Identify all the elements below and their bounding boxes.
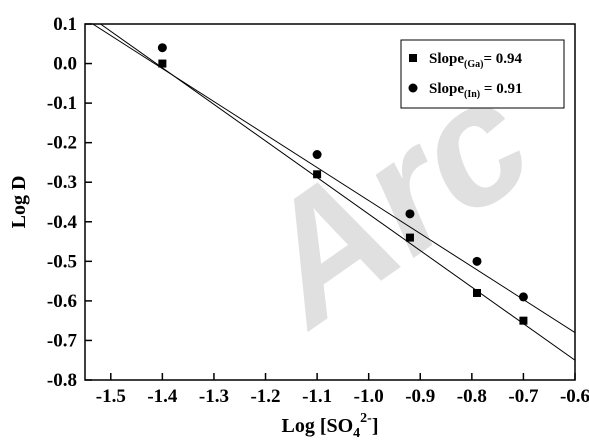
x-tick-label: -1.1	[302, 386, 332, 407]
legend-label-sub: (In)	[464, 89, 480, 100]
x-tick-label: -1.5	[96, 386, 126, 407]
y-tick-label: -0.5	[47, 251, 77, 272]
legend-label-ga: Slope(Ga)= 0.94	[429, 51, 523, 70]
x-axis-title: Log [SO42-]	[281, 411, 378, 441]
legend-box	[400, 39, 565, 109]
legend-label-sub: (Ga)	[464, 59, 483, 70]
legend-label-main: Slope	[429, 81, 464, 97]
x-tick-label: -0.6	[560, 386, 589, 407]
point-ga	[158, 59, 167, 68]
x-tick-label: -1.0	[354, 386, 384, 407]
point-ga	[473, 288, 481, 297]
legend-label-in: Slope(In) = 0.91	[429, 81, 522, 100]
y-tick-label: -0.4	[47, 212, 78, 233]
x-tick-label: -1.3	[199, 386, 229, 407]
plot-frame	[84, 23, 576, 381]
x-axis-title-tail: ]	[372, 415, 379, 437]
axes: -1.5 -1.4 -1.3 -1.2 -1.1 -1.0 -0.9 -0.8 -0.7 -0.6…	[47, 14, 589, 407]
point-ga	[519, 316, 528, 325]
point-in	[312, 150, 322, 160]
legend-label-tail: = 0.91	[480, 81, 522, 97]
point-in	[472, 256, 482, 266]
y-tick-label: -0.6	[47, 291, 77, 312]
x-axis-title-sup: 2-	[360, 411, 372, 426]
point-in	[157, 43, 167, 53]
y-tick-label: -0.3	[47, 172, 77, 193]
point-in	[405, 209, 415, 219]
point-ga	[313, 170, 322, 179]
x-tick-label: -0.8	[457, 386, 487, 407]
x-tick-label: -1.2	[250, 386, 280, 407]
plot-area	[92, 24, 575, 361]
x-tick-label: -0.9	[405, 386, 435, 407]
point-in	[518, 292, 528, 302]
y-tick-label: -0.7	[47, 330, 78, 351]
x-tick-label: -0.7	[508, 386, 539, 407]
y-tick-label: 0.0	[53, 54, 77, 75]
legend-label-tail: = 0.94	[483, 51, 522, 67]
y-axis-title: Log D	[8, 176, 30, 229]
y-tick-label: -0.1	[47, 93, 77, 114]
fit-line-in	[92, 24, 575, 333]
x-axis-title-main: Log [SO	[281, 415, 353, 437]
x-axis-title-sub: 4	[353, 426, 360, 441]
legend-marker-in	[408, 83, 418, 93]
y-tick-label: -0.8	[47, 370, 77, 391]
y-tick-label: -0.2	[47, 133, 77, 154]
legend-label-main: Slope	[429, 51, 464, 67]
y-tick-label: 0.1	[53, 14, 77, 35]
legend-marker-ga	[409, 54, 417, 62]
y-axis-title-text: Log D	[8, 176, 30, 229]
x-tick-label: -1.4	[147, 386, 178, 407]
point-ga	[405, 233, 414, 242]
